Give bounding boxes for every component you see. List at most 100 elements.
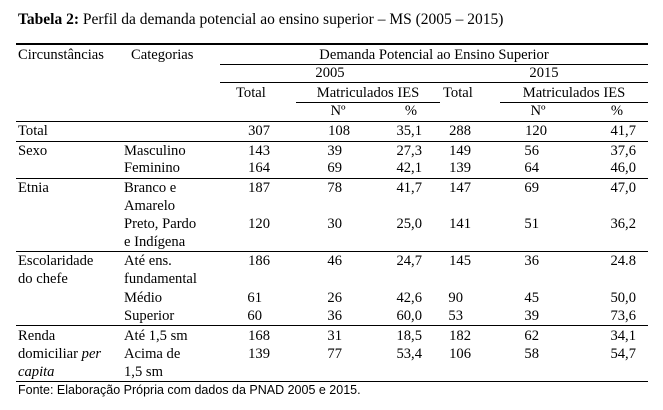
cell-cat-line2: fundamental	[124, 271, 197, 287]
header-total-2005: Total	[236, 85, 266, 101]
cell-circ-line3: capita	[18, 364, 54, 381]
header-group: Demanda Potencial ao Ensino Superior	[319, 47, 549, 63]
cell-cat: Masculino	[124, 143, 186, 159]
cell-cat: Superior	[124, 308, 175, 324]
sexo-group-rule	[16, 178, 648, 179]
cell-cat-line2: Amarelo	[124, 198, 176, 214]
cell-pct-2015: 41,7	[610, 123, 636, 139]
cell-total-2015: 149	[449, 143, 471, 159]
header-circunstancias: Circunstâncias	[18, 47, 104, 63]
cell-total-2005: 186	[248, 253, 270, 269]
cell-pct-2005: 27,3	[396, 143, 422, 159]
cell-n-2005: 77	[327, 346, 342, 362]
table-source-note: Fonte: Elaboração Própria com dados da P…	[18, 383, 361, 397]
table-caption: Tabela 2: Perfil da demanda potencial ao…	[18, 11, 503, 29]
cell-n-2015: 45	[524, 290, 539, 306]
cell-circ-line2-text: domiciliar	[18, 346, 82, 362]
cell-cat: Até ens.	[124, 253, 172, 269]
cell-n-2005: 69	[327, 160, 342, 176]
cell-n-2015: 69	[524, 180, 539, 196]
cell-pct-2005: 41,7	[396, 180, 422, 196]
cell-pct-2015: 34,1	[610, 328, 636, 344]
cell-cat: Até 1,5 sm	[124, 328, 188, 344]
cell-pct-2005: 24,7	[396, 253, 422, 269]
cell-n-2015: 51	[524, 216, 539, 232]
matric-2015-underline	[500, 102, 648, 103]
caption-title: Perfil da demanda potencial ao ensino su…	[79, 11, 504, 28]
header-bottom-rule	[16, 121, 648, 122]
total-row-rule	[16, 141, 648, 142]
cell-pct-2005: 25,0	[396, 216, 422, 232]
cell-total-2015: 106	[449, 346, 471, 362]
cell-n-2005: 39	[327, 143, 342, 159]
cell-pct-2005: 60,0	[396, 308, 422, 324]
cell-n-2015: 56	[524, 143, 539, 159]
cell-n-2015: 39	[524, 308, 539, 324]
cell-n-2015: 120	[525, 123, 547, 139]
cell-total-2005: 60	[247, 308, 262, 324]
cell-total-2005: 164	[248, 160, 270, 176]
cell-n-2005: 108	[328, 123, 350, 139]
group-underline	[220, 64, 648, 65]
cell-total-2005: 307	[248, 123, 270, 139]
cell-total-2005: 139	[248, 346, 270, 362]
header-pct-2015: %	[610, 103, 624, 119]
header-n-2015: Nº	[530, 103, 546, 119]
cell-n-2005: 26	[327, 290, 342, 306]
cell-total-2015: 182	[449, 328, 471, 344]
header-year-2005: 2005	[315, 65, 345, 81]
cell-circ-line2: domiciliar per	[18, 346, 101, 363]
cell-pct-2015: 54,7	[610, 346, 636, 362]
cell-n-2005: 46	[327, 253, 342, 269]
cell-circ-line2: do chefe	[18, 271, 68, 287]
etnia-group-rule	[16, 251, 648, 252]
header-matric-2015: Matriculados IES	[522, 85, 626, 101]
cell-pct-2015: 47,0	[610, 180, 636, 196]
header-n-2005: Nº	[330, 103, 346, 119]
cell-circ: Escolaridade	[18, 253, 94, 269]
cell-total-2015: 145	[449, 253, 471, 269]
header-total-2015: Total	[443, 85, 473, 101]
cell-n-2005: 78	[327, 180, 342, 196]
header-year-2015: 2015	[529, 65, 559, 81]
matric-2005-underline	[296, 102, 440, 103]
cell-n-2015: 36	[524, 253, 539, 269]
cell-pct-2005: 42,1	[396, 160, 422, 176]
cell-cat: Acima de	[124, 346, 181, 362]
cell-cat: Branco e	[124, 180, 177, 196]
cell-n-2005: 30	[327, 216, 342, 232]
cell-cat: Feminino	[124, 160, 180, 176]
cell-pct-2005: 42,6	[396, 290, 422, 306]
cell-total-2015: 53	[448, 308, 463, 324]
cell-pct-2015: 50,0	[610, 290, 636, 306]
cell-pct-2005: 35,1	[396, 123, 422, 139]
cell-cat: Preto, Pardo	[124, 216, 197, 232]
cell-cat-line2: 1,5 sm	[124, 364, 163, 380]
cell-n-2015: 58	[524, 346, 539, 362]
cell-total-2005: 61	[247, 290, 262, 306]
cell-pct-2015: 36,2	[610, 216, 636, 232]
cell-total-2015: 288	[449, 123, 471, 139]
header-categorias: Categorias	[131, 47, 194, 63]
header-pct-2005: %	[404, 103, 418, 119]
cell-total-2005: 120	[248, 216, 270, 232]
cell-pct-2015: 37,6	[610, 143, 636, 159]
escolaridade-group-rule	[16, 325, 648, 326]
cell-circ: Renda	[18, 328, 56, 344]
year-2005-underline	[220, 82, 440, 83]
cell-cat: Médio	[124, 290, 163, 306]
cell-total-2015: 141	[449, 216, 471, 232]
cell-n-2005: 36	[327, 308, 342, 324]
cell-total-2015: 147	[449, 180, 471, 196]
cell-total-2015: 90	[448, 290, 463, 306]
bottom-rule	[16, 381, 648, 382]
top-rule	[16, 43, 648, 45]
cell-pct-2015: 73,6	[610, 308, 636, 324]
cell-circ: Etnia	[18, 180, 49, 196]
cell-circ: Sexo	[18, 143, 48, 159]
cell-total-2005: 187	[248, 180, 270, 196]
cell-total-2015: 139	[449, 160, 471, 176]
cell-n-2015: 62	[524, 328, 539, 344]
cell-total-2005: 143	[248, 143, 270, 159]
cell-circ-line3-italic: capita	[18, 364, 55, 380]
